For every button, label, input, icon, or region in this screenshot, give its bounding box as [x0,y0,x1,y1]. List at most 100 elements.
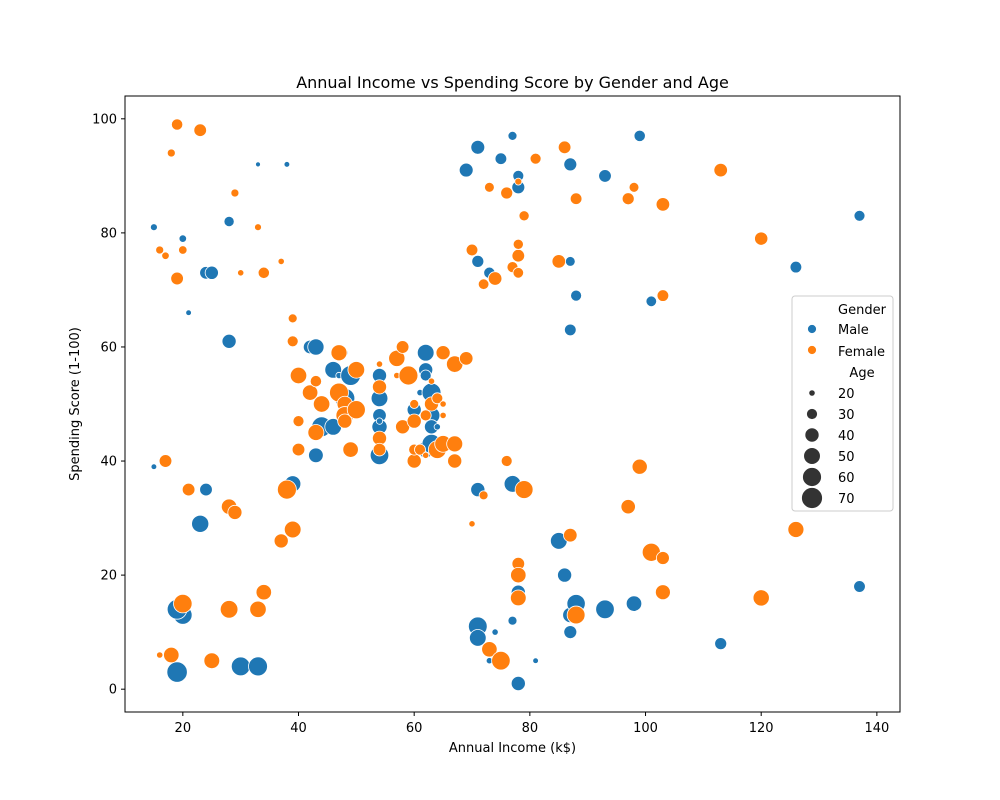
x-tick-label: 60 [406,721,423,736]
point-female [478,490,489,501]
legend-male-marker [807,324,817,334]
point-female [372,379,387,395]
point-female [346,400,366,420]
y-axis: 0 20 40 60 80 100 [92,112,125,698]
point-female [375,360,384,368]
point-female [257,266,270,279]
point-male [283,161,291,168]
point-female [277,257,285,265]
point-male [230,656,251,677]
point-female [468,520,476,528]
point-male [150,463,158,470]
point-male [714,637,728,651]
point-female [372,442,387,457]
point-female [529,152,542,165]
point-male [458,162,474,178]
point-female [557,140,572,155]
point-female [431,392,444,405]
point-male [470,139,486,155]
plot-frame [124,95,901,713]
point-female [621,192,635,206]
point-female [230,188,240,198]
point-female [491,651,511,671]
point-female [276,479,297,500]
legend-size-label: 50 [838,450,855,465]
point-female [219,600,239,619]
point-female [477,278,490,290]
point-female [465,243,479,257]
point-male [491,628,499,636]
point-female [237,269,245,277]
point-female [435,345,451,361]
point-male [557,567,573,583]
point-male [185,309,192,316]
legend-male-label: Male [838,323,869,338]
point-male [507,130,518,141]
point-female [628,181,640,193]
point-male [191,514,210,533]
point-female [512,267,525,279]
point-female [427,377,436,385]
legend-size-marker [801,487,823,509]
legend-size-marker [802,467,822,487]
point-female [754,231,769,246]
point-male [308,447,324,464]
point-female [307,424,325,441]
x-axis-label: Annual Income (k$) [449,741,576,756]
point-female [249,600,267,618]
point-female [178,245,188,255]
y-tick-label: 100 [92,112,117,127]
point-male [563,625,578,639]
point-female [395,340,410,354]
point-male [853,580,866,593]
point-female [511,248,526,263]
point-female [309,375,322,388]
point-male [494,152,508,165]
point-female [292,415,305,428]
x-tick-label: 120 [749,721,774,736]
point-female [752,589,770,607]
y-tick-label: 80 [100,226,117,241]
point-male [471,254,485,268]
legend-size-label: 40 [838,429,855,444]
point-female [510,566,527,584]
point-male [853,209,866,222]
point-male [375,417,384,425]
point-male [419,369,432,382]
point-female [283,520,302,539]
point-male [223,215,235,228]
point-female [459,351,474,366]
point-female [181,482,196,497]
point-male [507,615,518,626]
x-tick-label: 20 [175,721,192,736]
point-female [566,605,586,625]
point-female [193,123,207,137]
point-female [500,455,513,467]
legend-size-entries: 20 30 40 50 60 70 [801,387,855,509]
point-female [551,254,567,269]
legend-size-marker [804,427,820,443]
point-female [446,435,464,453]
point-male [255,161,261,168]
point-female [255,584,272,601]
point-male [564,256,576,267]
point-male [633,129,646,142]
y-axis-label: Spending Score (1-100) [68,327,83,481]
legend-female-marker [807,345,817,355]
point-male [433,423,441,431]
point-male [645,295,658,308]
point-female [337,413,353,429]
point-female [656,289,670,302]
point-female [656,551,670,565]
point-female [347,361,366,379]
point-female [787,521,805,538]
x-tick-label: 80 [522,721,539,736]
legend-size-marker [806,408,818,420]
point-male [595,599,615,619]
point-female [631,458,648,475]
point-male [570,289,582,302]
point-male [248,656,268,677]
legend-size-marker [803,447,821,465]
point-male [789,260,803,274]
point-female [414,443,426,456]
